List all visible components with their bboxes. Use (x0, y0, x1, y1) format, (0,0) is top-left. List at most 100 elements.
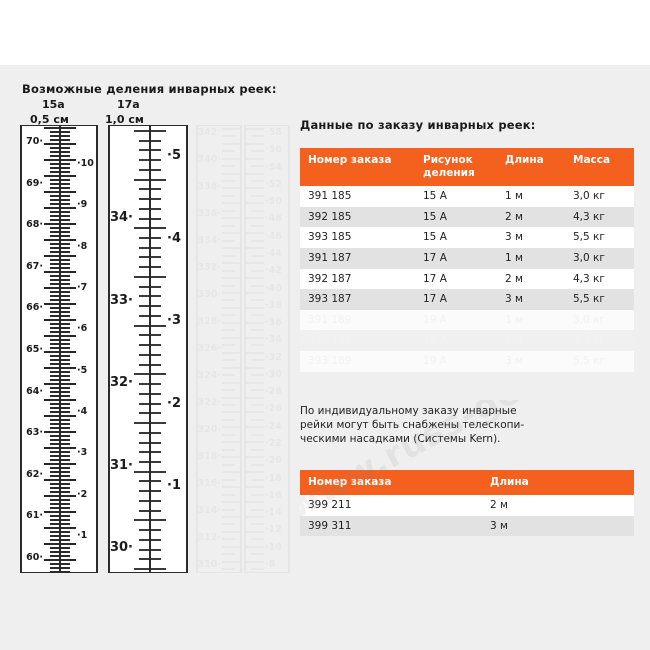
ruler-scale-label: 70· (26, 136, 43, 147)
ruler-scale-label: ·8 (77, 240, 88, 252)
ruler-scale-label: ·5 (167, 148, 181, 163)
length-cell: 1 м (497, 186, 565, 207)
right-section-title: Данные по заказу инварных реек: (300, 118, 536, 132)
pattern-cell: 19 А (415, 309, 497, 331)
ghost-ruler-b: ·58 ·56 ·54 ·52 ·50 ·48 ·46 ·44 ·42 ·40 ·38 ·36 ·34 ·… (244, 125, 290, 573)
ruler-scale-label: 340· (198, 154, 221, 165)
length-cell: 2 м (497, 206, 565, 228)
order-cell: 392 185 (300, 206, 415, 228)
order-cell: 393 185 (300, 227, 415, 249)
ruler-2-division: 1,0 см (105, 113, 144, 126)
ruler-scale-label: 320· (198, 424, 221, 435)
ruler-scale-label: ·20 (265, 455, 282, 466)
ruler-scale-label: 338· (198, 181, 221, 192)
order-cell: 392 189 (300, 330, 415, 351)
individual-order-note: По индивидуальному заказу инварные рейки… (300, 404, 590, 446)
pattern-cell: 17 А (415, 248, 497, 269)
note-line-3: ческими насадками (Системы Kern). (300, 433, 501, 445)
pattern-cell: 15 А (415, 206, 497, 228)
order-cell: 393 187 (300, 289, 415, 310)
mass-cell: 4,3 кг (565, 206, 634, 228)
ruler-17a-left-ticks (134, 126, 149, 572)
ruler-1-code: 15а (42, 98, 65, 111)
ruler-scale-label: ·22 (265, 438, 282, 449)
length-cell: 3 м (482, 515, 634, 537)
length-cell: 2 м (497, 268, 565, 290)
length-cell: 1 м (497, 248, 565, 269)
ruler-scale-label: ·3 (167, 313, 181, 328)
ruler-scale-label: ·24 (265, 421, 282, 432)
ruler-scale-label: 324· (198, 370, 221, 381)
ruler-2-code: 17а (117, 98, 140, 111)
telescopic-table: Номер заказа Длина 399 211 2 м 399 311 3 м (300, 470, 634, 537)
ruler-scale-label: 64· (26, 385, 43, 397)
ruler-scale-label: 63· (26, 427, 43, 439)
ruler-scale-label: ·38 (265, 300, 282, 311)
orders-col-order: Номер заказа (300, 148, 415, 187)
orders-col-pattern: Рисунок деления (415, 148, 497, 187)
mass-cell: 4,3 кг (565, 268, 634, 290)
ruler-scale-label: ·12 (265, 524, 282, 535)
order-cell: 399 211 (300, 495, 482, 516)
ruler-17a-right-scale: ·5 ·4 ·3 ·2 ·1 (166, 126, 186, 572)
ruler-17a-divider (149, 126, 151, 572)
ruler-15a-right-ticks (61, 126, 76, 572)
mass-cell: 5,5 кг (565, 289, 634, 310)
ruler-scale-label: ·54 (265, 162, 282, 173)
mass-cell: 3,0 кг (565, 248, 634, 269)
ruler-scale-label: 328· (198, 316, 221, 327)
length-cell: 3 м (497, 289, 565, 310)
ruler-15a-left-ticks (44, 126, 59, 572)
ruler-scale-label: 310· (198, 559, 221, 570)
ruler-scale-label: ·2 (167, 395, 181, 411)
order-cell: 392 187 (300, 268, 415, 290)
telescopic-col-order: Номер заказа (300, 470, 482, 496)
ruler-scale-label: ·32 (265, 352, 282, 363)
telescopic-table-header-row: Номер заказа Длина (300, 470, 634, 496)
orders-table-header-row: Номер заказа Рисунок деления Длина Масса (300, 148, 634, 187)
ruler-17a-left-scale: 34· 33· 32· 31· 30· (110, 126, 134, 572)
orders-col-length: Длина (497, 148, 565, 187)
ruler-scale-label: ·30 (265, 369, 282, 380)
ruler-scale-label: 68· (26, 219, 43, 231)
ruler-scale-label: ·6 (77, 323, 88, 335)
ruler-scale-label: 334· (198, 235, 221, 246)
ruler-scale-label: 342· (198, 127, 221, 138)
orders-col-mass: Масса (565, 148, 634, 187)
ruler-scale-label: ·48 (265, 213, 282, 224)
telescopic-col-length: Длина (482, 470, 634, 496)
ruler-scale-label: 67· (26, 260, 43, 272)
ruler-scale-label: 316· (198, 478, 221, 489)
order-cell: 399 311 (300, 515, 482, 537)
pattern-cell: 17 А (415, 268, 497, 290)
left-section-title: Возможные деления инварных реек: (22, 82, 277, 96)
ruler-1-division: 0,5 см (30, 113, 69, 126)
ruler-15a-right-scale: ·10 ·9 ·8 ·7 ·6 ·5 ·4 ·3 ·2 ·1 (76, 126, 96, 572)
length-cell: 2 м (482, 495, 634, 516)
table-row: 399 311 3 м (300, 515, 634, 537)
ruler-scale-label: ·58 (265, 127, 282, 138)
ruler-scale-label: 69· (26, 177, 43, 189)
ruler-scale-label: ·34 (265, 334, 282, 345)
ruler-scale-label: ·42 (265, 265, 282, 276)
ruler-scale-label: ·50 (265, 196, 282, 207)
ruler-scale-label: 31· (110, 457, 133, 473)
ruler-scale-label: ·2 (77, 488, 88, 500)
note-line-2: рейки могут быть снабжены телескопи- (300, 419, 525, 431)
pattern-cell: 15 А (415, 186, 497, 207)
pattern-cell: 19 А (415, 330, 497, 351)
ruler-scale-label: 330· (198, 289, 221, 300)
length-cell: 3 м (497, 227, 565, 249)
orders-table: Номер заказа Рисунок деления Длина Масса… (300, 148, 634, 372)
ruler-15a: 70· 69· 68· 67· 66· 65· 64· 63· 62· 61· 60· ·10·9 ·… (20, 125, 98, 573)
ruler-scale-label: ·14 (265, 507, 282, 518)
ruler-scale-label: 32· (110, 375, 133, 390)
ruler-scale-label: ·40 (265, 283, 282, 294)
ruler-scale-label: ·46 (265, 231, 282, 242)
